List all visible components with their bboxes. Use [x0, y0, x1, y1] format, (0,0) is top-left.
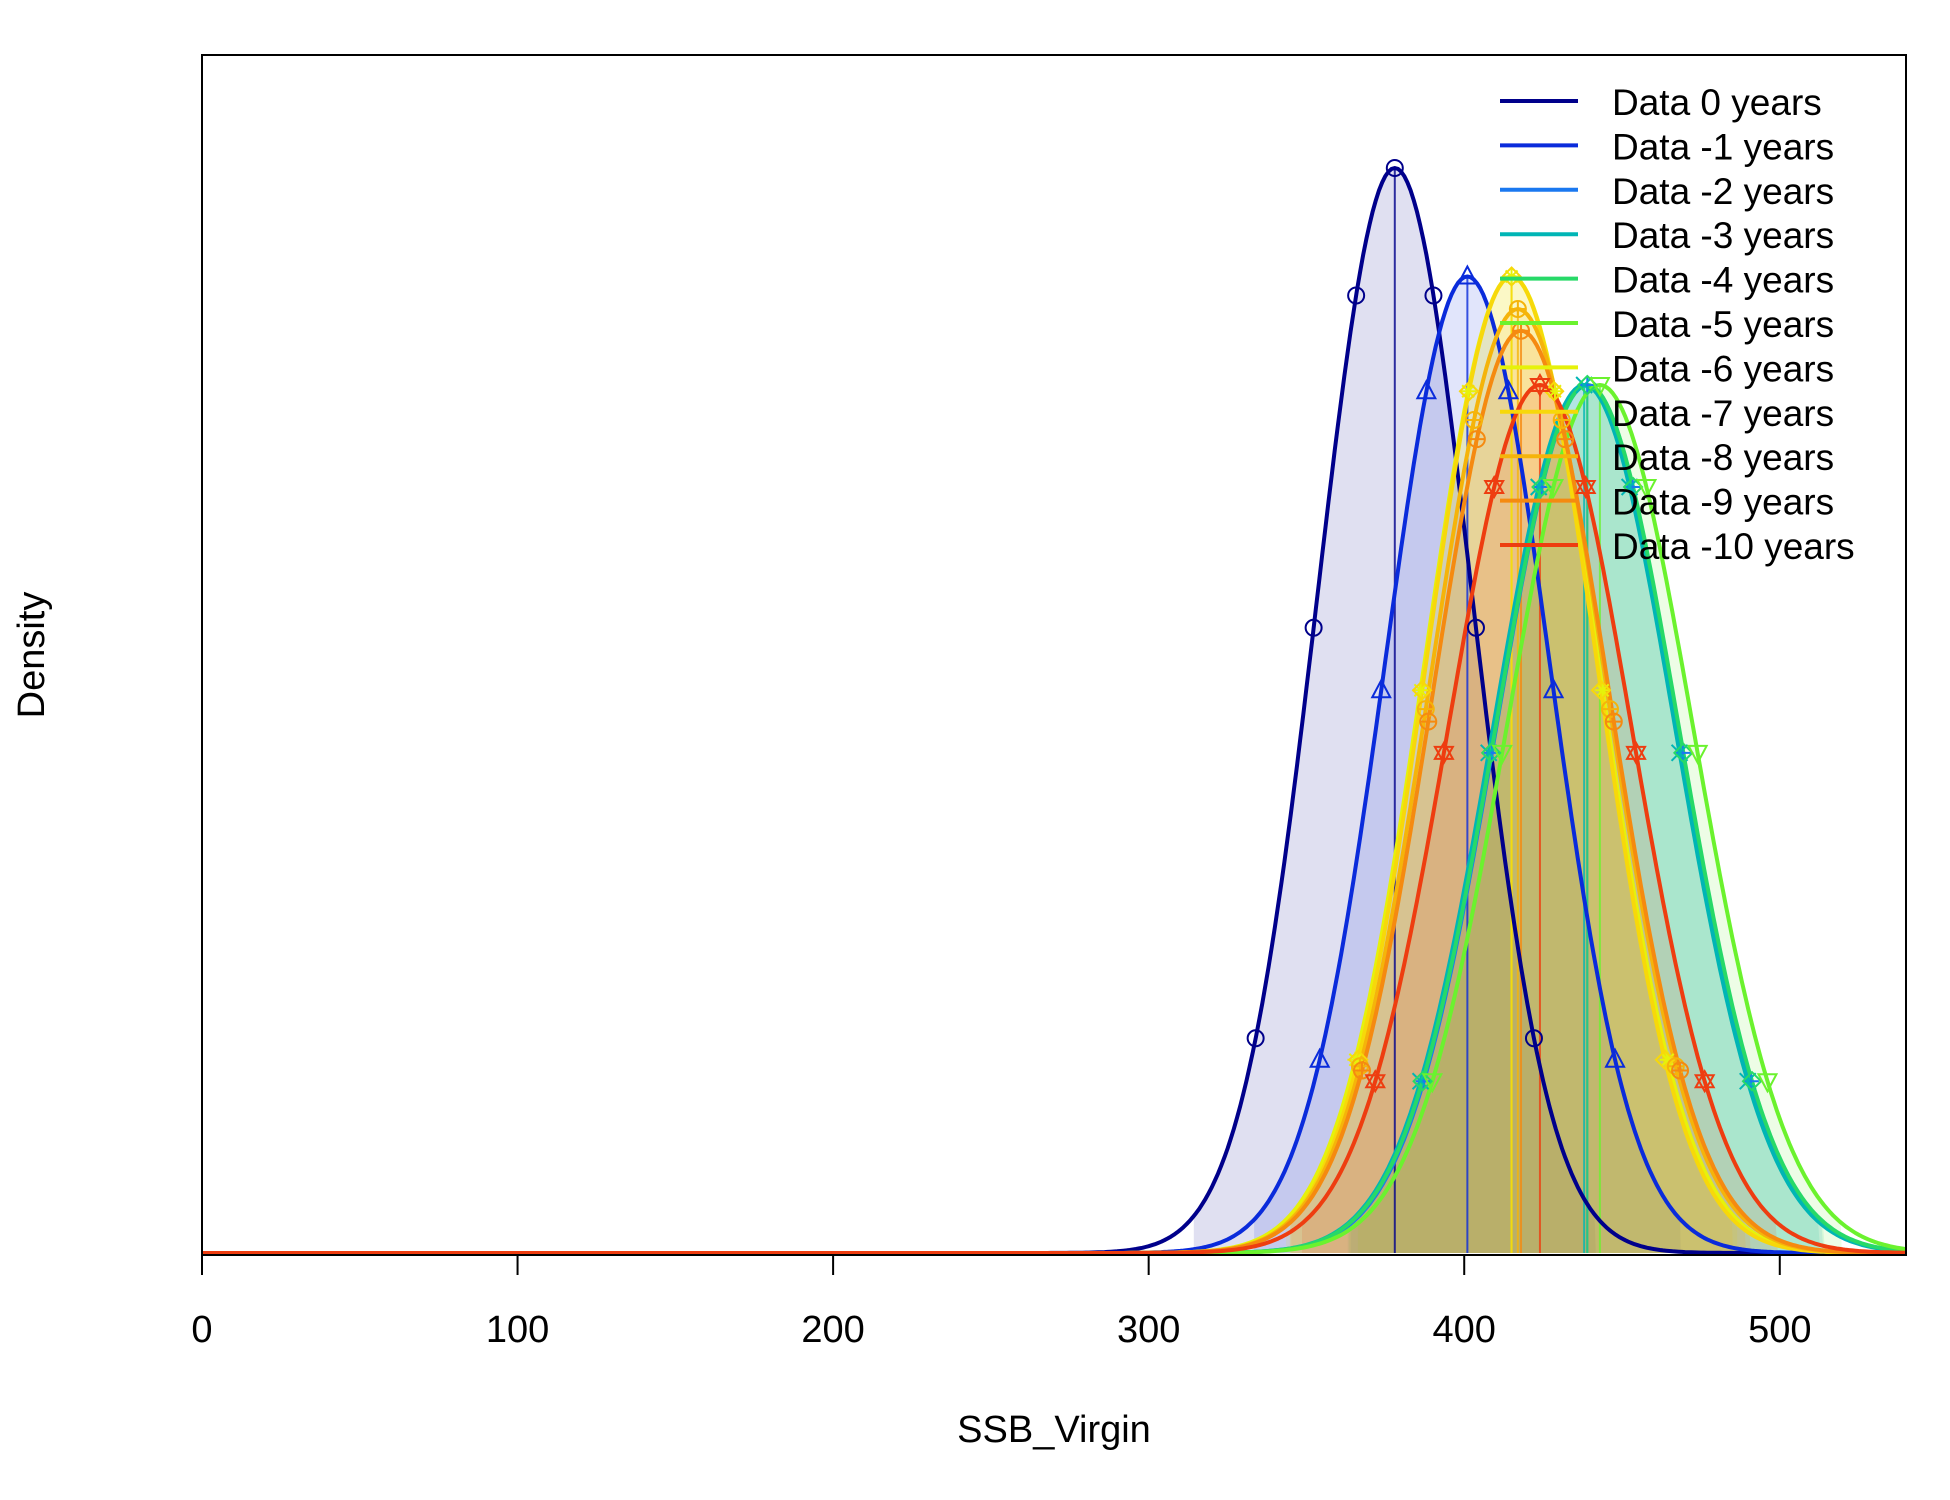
marker-4-5 — [1672, 742, 1694, 764]
marker-1-3 — [1456, 264, 1479, 285]
marker-7-2 — [1458, 380, 1480, 402]
curve-markers — [1246, 159, 1779, 1094]
x-tick-label-2: 200 — [801, 1309, 864, 1351]
mean-lines — [1393, 168, 1601, 1253]
legend-label-0: Data 0 years — [1612, 82, 1822, 123]
marker-2-4 — [1624, 478, 1641, 495]
marker-0-3 — [1385, 159, 1404, 177]
y-axis-label: Density — [11, 592, 53, 719]
marker-3-6 — [1739, 1072, 1757, 1090]
x-tick-label-4: 400 — [1433, 1309, 1496, 1351]
marker-5-0 — [1421, 1073, 1444, 1094]
x-tick-label-0: 0 — [191, 1309, 212, 1351]
marker-1-6 — [1604, 1047, 1626, 1068]
x-axis: 0 100 200 300 400 500 — [191, 1254, 1811, 1351]
marker-0-4 — [1424, 286, 1443, 305]
legend-label-6: Data -6 years — [1612, 348, 1834, 389]
marker-5-6 — [1756, 1073, 1779, 1094]
x-tick-label-1: 100 — [486, 1309, 549, 1351]
legend-label-4: Data -4 years — [1612, 260, 1834, 301]
marker-6-6 — [1659, 1051, 1676, 1068]
marker-1-4 — [1497, 379, 1520, 400]
marker-4-6 — [1741, 1070, 1763, 1092]
marker-5-1 — [1491, 744, 1513, 765]
marker-9-2 — [1467, 430, 1486, 449]
marker-1-0 — [1309, 1047, 1331, 1068]
marker-0-0 — [1246, 1029, 1265, 1048]
legend-label-5: Data -5 years — [1612, 304, 1834, 345]
marker-9-4 — [1556, 430, 1575, 449]
marker-2-3 — [1579, 377, 1596, 393]
marker-7-3 — [1501, 266, 1522, 287]
marker-1-2 — [1415, 379, 1438, 400]
marker-5-4 — [1635, 478, 1658, 500]
marker-5-5 — [1686, 744, 1709, 765]
marker-7-6 — [1654, 1049, 1676, 1071]
marker-9-1 — [1419, 712, 1438, 731]
marker-9-3 — [1512, 321, 1531, 340]
marker-8-2 — [1465, 410, 1484, 429]
marker-9-5 — [1604, 712, 1623, 731]
marker-10-1 — [1433, 740, 1455, 765]
legend-label-1: Data -1 years — [1612, 126, 1834, 167]
marker-10-3 — [1529, 372, 1551, 398]
marker-1-5 — [1542, 678, 1565, 699]
marker-6-2 — [1460, 383, 1477, 400]
marker-10-0 — [1364, 1069, 1386, 1094]
marker-0-2 — [1347, 286, 1366, 305]
marker-3-3 — [1575, 376, 1593, 394]
marker-6-5 — [1594, 682, 1611, 699]
legend-label-9: Data -9 years — [1612, 482, 1834, 523]
marker-9-0 — [1352, 1061, 1371, 1080]
legend-label-7: Data -7 years — [1612, 393, 1834, 434]
x-axis-label: SSB_Virgin — [957, 1409, 1151, 1451]
marker-0-1 — [1304, 618, 1323, 637]
legend-label-3: Data -3 years — [1612, 215, 1834, 256]
legend-label-2: Data -2 years — [1612, 171, 1834, 212]
marker-5-3 — [1589, 377, 1611, 398]
x-tick-label-3: 300 — [1117, 1309, 1180, 1351]
marker-2-5 — [1674, 744, 1691, 761]
density-curve-10 — [202, 383, 1906, 1255]
marker-8-4 — [1552, 410, 1571, 429]
x-tick-label-5: 500 — [1748, 1309, 1811, 1351]
marker-7-5 — [1590, 679, 1612, 701]
marker-6-3 — [1503, 268, 1520, 285]
marker-0-6 — [1524, 1029, 1543, 1048]
marker-7-1 — [1411, 679, 1433, 701]
marker-8-6 — [1666, 1057, 1685, 1076]
marker-2-6 — [1742, 1073, 1759, 1090]
legend-label-8: Data -8 years — [1612, 437, 1834, 478]
marker-8-3 — [1508, 300, 1527, 319]
marker-7-0 — [1347, 1049, 1369, 1071]
marker-0-5 — [1466, 618, 1485, 637]
density-curves — [202, 166, 1907, 1255]
marker-3-5 — [1670, 744, 1689, 762]
marker-10-6 — [1693, 1069, 1716, 1094]
marker-10-5 — [1625, 740, 1647, 765]
marker-6-4 — [1546, 383, 1563, 400]
marker-3-4 — [1620, 478, 1639, 496]
legend-label-10: Data -10 years — [1612, 526, 1855, 567]
marker-1-1 — [1370, 678, 1392, 699]
marker-10-2 — [1483, 474, 1505, 500]
marker-6-1 — [1412, 682, 1429, 699]
marker-9-6 — [1671, 1061, 1690, 1080]
marker-4-0 — [1412, 1070, 1433, 1092]
marker-10-4 — [1575, 474, 1597, 500]
marker-5-2 — [1542, 478, 1565, 500]
marker-4-1 — [1480, 742, 1502, 764]
